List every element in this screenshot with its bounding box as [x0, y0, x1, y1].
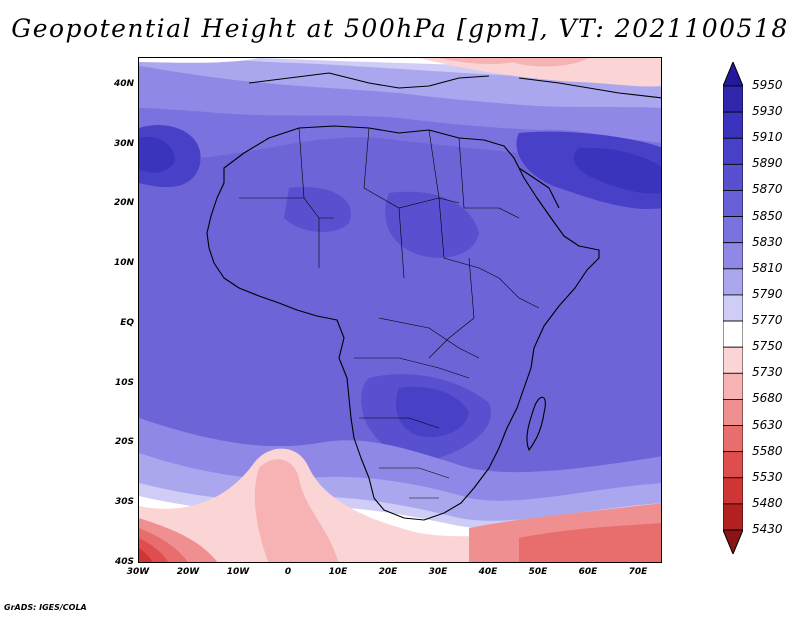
- lon-label-20e: 20E: [378, 567, 398, 577]
- colorbar-label: 5910: [752, 130, 783, 145]
- colorbar-swatch: [723, 346, 743, 374]
- colorbar-label: 5630: [752, 417, 783, 432]
- colorbar-swatch: [723, 425, 743, 453]
- colorbar-swatch: [723, 163, 743, 191]
- colorbar-swatch: [723, 137, 743, 165]
- lon-label-40e: 40E: [478, 567, 498, 577]
- colorbar-label: 5930: [752, 104, 783, 119]
- colorbar-swatch: [723, 111, 743, 139]
- colorbar-max-arrow: [723, 62, 743, 87]
- lon-label-0: 0: [284, 567, 292, 577]
- colorbar-label: 5580: [752, 443, 783, 458]
- map-area: [138, 57, 662, 563]
- colorbar-label: 5870: [752, 182, 783, 197]
- lat-label-40s: 40S: [114, 557, 134, 567]
- colorbar-swatch: [723, 85, 743, 113]
- colorbar-swatch: [723, 372, 743, 400]
- lon-label-20w: 20W: [176, 567, 200, 577]
- lat-label-40n: 40N: [113, 79, 134, 89]
- colorbar-min-arrow: [723, 529, 743, 554]
- colorbar: [723, 62, 743, 554]
- colorbar-label: 5850: [752, 208, 783, 223]
- coastline: [206, 72, 661, 521]
- lat-label-30s: 30S: [114, 497, 134, 507]
- lon-label-60e: 60E: [578, 567, 598, 577]
- colorbar-swatch: [723, 216, 743, 244]
- lat-label-30n: 30N: [113, 139, 134, 149]
- colorbar-swatch: [723, 477, 743, 505]
- colorbar-swatch: [723, 190, 743, 217]
- lat-label-eq: EQ: [120, 318, 134, 328]
- lat-label-20s: 20S: [114, 437, 134, 447]
- lon-label-50e: 50E: [528, 567, 548, 577]
- grads-footer: GrADS: IGES/COLA: [4, 603, 87, 612]
- colorbar-label: 5890: [752, 156, 783, 171]
- colorbar-swatch: [723, 268, 743, 296]
- colorbar-label: 5680: [752, 391, 783, 406]
- lon-label-70e: 70E: [628, 567, 648, 577]
- lon-label-30w: 30W: [126, 567, 150, 577]
- colorbar-swatch: [723, 503, 743, 531]
- lat-label-10n: 10N: [113, 258, 134, 268]
- lat-label-20n: 20N: [113, 198, 134, 208]
- lon-label-30e: 30E: [428, 567, 448, 577]
- colorbar-swatch: [723, 320, 743, 348]
- colorbar-label: 5530: [752, 469, 783, 484]
- country-borders: [239, 127, 540, 499]
- colorbar-swatch: [723, 451, 743, 479]
- colorbar-label: 5430: [752, 522, 783, 536]
- colorbar-swatch: [723, 242, 743, 270]
- colorbar-swatch: [723, 294, 743, 322]
- colorbar-label: 5810: [752, 260, 783, 275]
- lon-label-10e: 10E: [328, 567, 348, 577]
- colorbar-label: 5770: [752, 313, 783, 328]
- height-field: [139, 58, 661, 562]
- colorbar-label: 5480: [752, 495, 783, 510]
- map-title: Geopotential Height at 500hPa [gpm], VT:…: [11, 14, 789, 43]
- colorbar-label: 5790: [752, 286, 783, 301]
- lon-label-10w: 10W: [226, 567, 250, 577]
- lat-label-10s: 10S: [114, 378, 134, 388]
- colorbar-label: 5730: [752, 365, 783, 380]
- colorbar-label: 5750: [752, 339, 783, 354]
- colorbar-label: 5950: [752, 78, 783, 92]
- colorbar-swatch: [723, 399, 743, 426]
- colorbar-label: 5830: [752, 234, 783, 249]
